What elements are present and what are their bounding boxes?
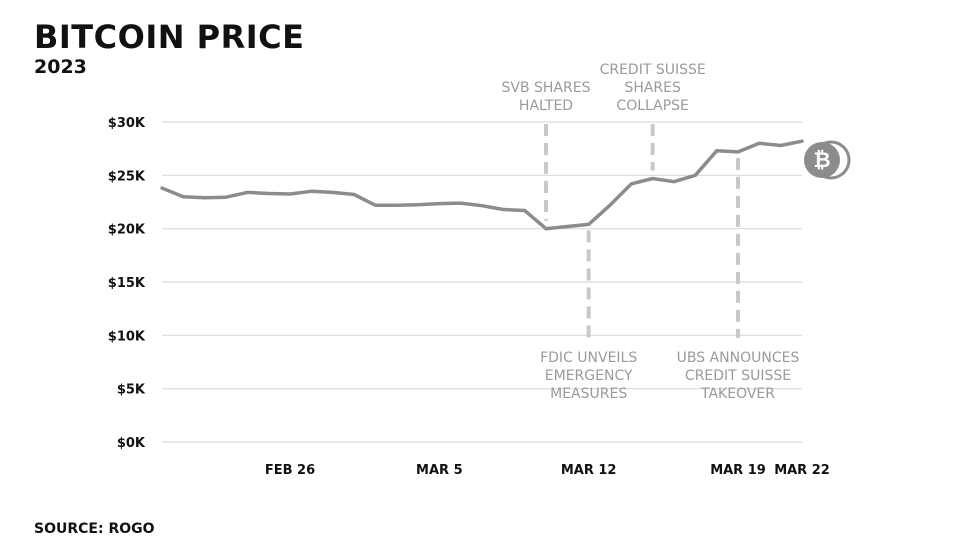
annotation-label: TAKEOVER bbox=[700, 386, 775, 402]
y-tick-label: $20K bbox=[108, 223, 146, 238]
x-tick-label: MAR 19 bbox=[710, 463, 766, 478]
event-annotations: SVB SHARES HALTED CREDIT SUISSE SHARES COLLA… bbox=[502, 62, 800, 402]
bitcoin-icon: ₿ bbox=[804, 140, 851, 180]
y-tick-label: $15K bbox=[108, 276, 146, 291]
y-tick-label: $25K bbox=[108, 169, 146, 184]
y-tick-label: $5K bbox=[117, 383, 146, 398]
chart-title: BITCOIN PRICE bbox=[34, 18, 305, 56]
x-axis: FEB 26 MAR 5 MAR 12 MAR 19 MAR 22 bbox=[265, 463, 830, 478]
x-tick-label: MAR 5 bbox=[416, 463, 463, 478]
x-tick-label: MAR 12 bbox=[561, 463, 617, 478]
annotation: SVB SHARES HALTED bbox=[502, 80, 591, 221]
annotation-label: CREDIT SUISSE bbox=[600, 62, 706, 78]
price-series bbox=[160, 139, 804, 231]
x-tick-label: MAR 22 bbox=[774, 463, 830, 478]
chart-subtitle: 2023 bbox=[34, 56, 87, 78]
annotation: UBS ANNOUNCES CREDIT SUISSE TAKEOVER bbox=[677, 157, 800, 402]
annotation: CREDIT SUISSE SHARES COLLAPSE bbox=[600, 62, 706, 171]
bitcoin-symbol: ₿ bbox=[813, 148, 830, 172]
x-tick-label: FEB 26 bbox=[265, 463, 315, 478]
annotation-label: COLLAPSE bbox=[616, 98, 688, 114]
coin-face bbox=[804, 142, 840, 178]
annotation-label: SVB SHARES bbox=[502, 80, 591, 96]
y-tick-label: $10K bbox=[108, 329, 146, 344]
annotation-label: CREDIT SUISSE bbox=[685, 368, 791, 384]
annotation-label: SHARES bbox=[624, 80, 681, 96]
source-note: SOURCE: ROGO bbox=[34, 521, 155, 537]
annotation-label: MEASURES bbox=[550, 386, 627, 402]
annotation-label: UBS ANNOUNCES bbox=[677, 350, 800, 366]
grid-lines bbox=[162, 121, 802, 443]
annotation-label: HALTED bbox=[519, 98, 573, 114]
annotation: FDIC UNVEILS EMERGENCY MEASURES bbox=[540, 230, 637, 402]
y-tick-label: $0K bbox=[117, 436, 146, 451]
y-tick-label: $30K bbox=[108, 116, 146, 131]
price-line bbox=[160, 139, 804, 231]
y-axis: $0K $5K $10K $15K $20K $25K $30K bbox=[108, 116, 146, 451]
annotation-label: FDIC UNVEILS bbox=[540, 350, 637, 366]
annotation-label: EMERGENCY bbox=[545, 368, 633, 384]
